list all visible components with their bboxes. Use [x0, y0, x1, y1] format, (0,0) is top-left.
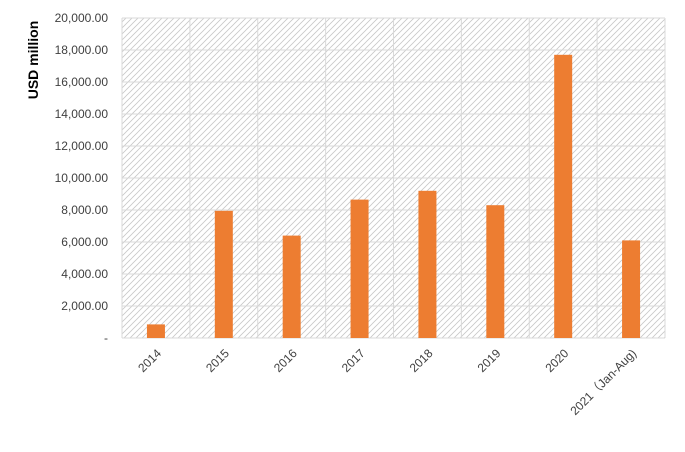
y-tick-label: 8,000.00 [61, 203, 108, 217]
y-tick-label: 20,000.00 [55, 11, 109, 25]
bar-7 [554, 54, 573, 339]
y-tick-label: 10,000.00 [55, 171, 109, 185]
y-tick-label: 2,000.00 [61, 299, 108, 313]
bars [146, 54, 641, 339]
bar-5 [418, 190, 437, 338]
bar-8 [622, 240, 641, 338]
y-axis-ticks: - 2,000.00 4,000.00 6,000.00 8,000.00 10,000.… [55, 11, 109, 345]
x-tick-label: 2018 [407, 346, 436, 375]
x-tick-label: 2020 [543, 346, 572, 375]
y-tick-label: 12,000.00 [55, 139, 109, 153]
y-tick-label: 16,000.00 [55, 75, 109, 89]
y-tick-label: - [104, 331, 108, 345]
x-tick-label: 2017 [339, 346, 368, 375]
gridlines [121, 17, 666, 339]
y-tick-label: 14,000.00 [55, 107, 109, 121]
y-axis-label: USD million [25, 21, 41, 100]
x-tick-label: 2014 [135, 346, 164, 375]
x-tick-label: 2021（Jan-Aug) [567, 346, 639, 418]
bar-2 [214, 210, 233, 338]
x-tick-label: 2019 [475, 346, 504, 375]
y-tick-label: 6,000.00 [61, 235, 108, 249]
x-tick-label: 2015 [203, 346, 232, 375]
bar-6 [486, 205, 505, 338]
x-tick-label: 2016 [271, 346, 300, 375]
bar-4 [350, 199, 369, 338]
bar-3 [282, 235, 301, 338]
x-axis-ticks: 2014 2015 2016 2017 2018 2019 20202021（Jan-Aug… [135, 346, 639, 418]
bar-1 [146, 324, 165, 338]
y-tick-label: 4,000.00 [61, 267, 108, 281]
y-tick-label: 18,000.00 [55, 43, 109, 57]
